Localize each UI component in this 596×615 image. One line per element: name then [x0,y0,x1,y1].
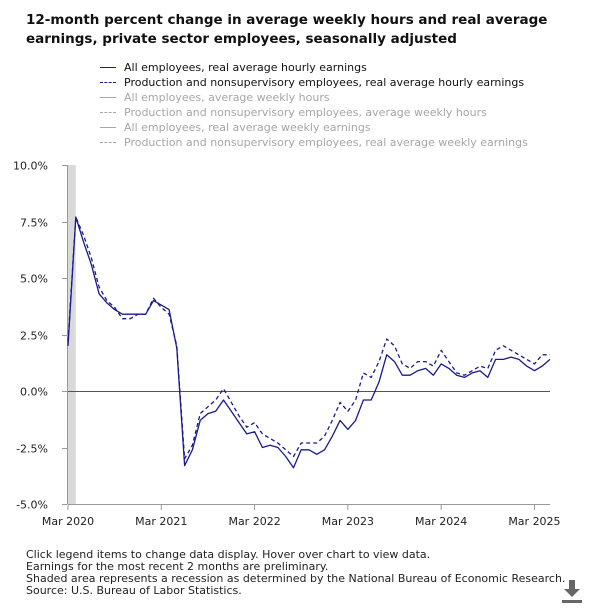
legend-swatch [100,97,116,98]
y-tick-label: 7.5% [20,217,48,230]
legend-label: Production and nonsupervisory employees,… [124,106,487,119]
legend-swatch [100,142,116,143]
y-tick-label: 10.0% [13,160,48,173]
legend-label: Production and nonsupervisory employees,… [124,136,528,149]
y-tick-label: -5.0% [16,499,48,512]
legend-label: All employees, real average weekly earni… [124,121,371,134]
x-tick-label: Mar 2020 [42,515,94,528]
legend-swatch [100,67,116,68]
legend-label: All employees, average weekly hours [124,91,330,104]
note-line: Earnings for the most recent 2 months ar… [26,560,329,573]
x-tick-label: Mar 2024 [415,515,467,528]
y-tick-label: 2.5% [20,330,48,343]
y-tick-label: -2.5% [16,443,48,456]
x-tick-label: Mar 2023 [322,515,374,528]
x-tick-label: Mar 2025 [508,515,560,528]
note-line: Source: U.S. Bureau of Labor Statistics. [26,584,242,597]
series-line-production-nonsupervisory[interactable] [67,216,550,460]
legend-swatch [100,82,116,83]
legend-swatch [100,127,116,128]
chart-notes: Click legend items to change data displa… [26,549,566,597]
x-tick-label: Mar 2022 [228,515,280,528]
chart-title: 12-month percent change in average weekl… [26,12,548,47]
y-tick-label: 5.0% [20,273,48,286]
download-icon[interactable] [560,578,584,604]
legend-label: All employees, real average hourly earni… [124,61,367,74]
recession-band [68,165,76,504]
line-chart[interactable]: 10.0% 7.5% 5.0% 2.5% 0.0% -2.5% -5.0% Mar 2020 M… [0,150,596,530]
legend-label: Production and nonsupervisory employees,… [124,76,525,89]
legend-swatch [100,112,116,113]
note-line: Click legend items to change data displa… [26,548,431,561]
note-line: Shaded area represents a recession as de… [26,572,566,585]
y-tick-label: 0.0% [20,386,48,399]
series-line-all-employees[interactable] [67,216,551,469]
x-tick-label: Mar 2021 [135,515,187,528]
